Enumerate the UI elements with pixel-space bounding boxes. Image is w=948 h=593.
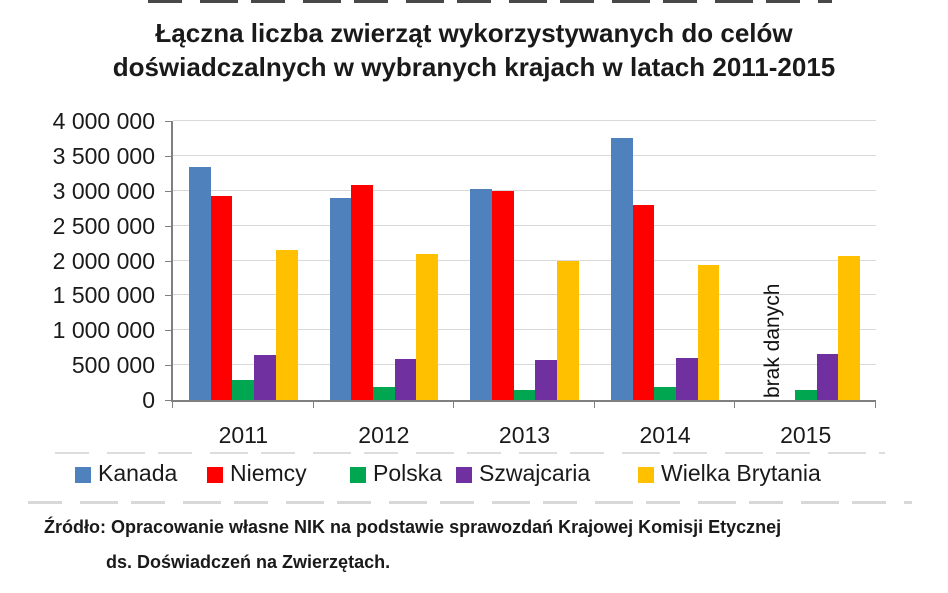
bar-szwajcaria-2011: [254, 354, 276, 400]
y-axis-tick-4000000: [165, 121, 173, 122]
gridline-2000000: [173, 259, 876, 261]
x-axis-tick-2: [453, 402, 455, 408]
bar-polska-2014: [654, 386, 676, 400]
bar-polska-2015: [794, 390, 817, 400]
gridline-3500000: [173, 154, 876, 156]
legend-item-wielka-brytania: Wielka Brytania: [638, 460, 821, 487]
gridline-1000000: [173, 329, 876, 331]
no-data-annotation: brak danych: [751, 248, 795, 398]
legend-label: Szwajcaria: [479, 460, 591, 486]
bar-polska-2012: [373, 387, 395, 400]
x-axis-label-2012: 2012: [358, 422, 410, 448]
y-axis-label-3000000: 3 000 000: [52, 177, 155, 204]
x-axis-label-2011: 2011: [218, 422, 269, 448]
bar-kanada-2011: [189, 167, 211, 400]
bar-kanada-2013: [470, 189, 492, 400]
source-line-1: Źródło: Opracowanie własne NIK na podsta…: [44, 517, 782, 537]
chart-title: Łączna liczba zwierząt wykorzystywanych …: [0, 16, 948, 84]
bar-szwajcaria-2014: [675, 358, 698, 400]
x-axis-tick-5: [875, 402, 876, 408]
y-axis-label-1000000: 1 000 000: [52, 317, 155, 344]
x-axis-label-2014: 2014: [639, 422, 691, 448]
bar-polska-2013: [513, 390, 536, 400]
gridline-3000000: [173, 189, 876, 191]
x-axis-tick-3: [593, 402, 595, 408]
legend-item-niemcy: Niemcy: [207, 460, 307, 487]
y-axis-tick-1000000: [165, 330, 173, 332]
gridline-1500000: [173, 294, 876, 296]
gridline-500000: [173, 364, 876, 366]
bar-wielka-brytania-2012: [416, 253, 439, 400]
legend-item-kanada: Kanada: [75, 460, 177, 487]
gridline-2500000: [173, 224, 876, 226]
chart-title-line-2: doświadczalnych w wybranych krajach w la…: [112, 52, 836, 82]
bar-group-2013: [454, 121, 595, 400]
bar-group-2011: [173, 121, 314, 400]
bar-polska-2011: [232, 380, 255, 400]
y-axis-tick-3000000: [165, 190, 173, 192]
y-axis-tick-0: [165, 400, 173, 401]
bar-niemcy-2012: [351, 185, 374, 400]
x-axis-tick-1: [312, 402, 314, 408]
x-axis-tick-0: [172, 402, 173, 408]
y-axis-tick-2500000: [165, 225, 173, 227]
plot-area: brak danych: [171, 120, 876, 402]
bar-szwajcaria-2012: [394, 358, 417, 400]
bar-wielka-brytania-2014: [697, 265, 720, 400]
y-axis-label-2000000: 2 000 000: [52, 247, 155, 274]
legend-item-polska: Polska: [350, 460, 442, 487]
bar-szwajcaria-2015: [816, 353, 839, 400]
bar-szwajcaria-2013: [535, 360, 558, 400]
bar-niemcy-2014: [632, 204, 655, 400]
legend-swatch-icon: [350, 466, 366, 483]
bar-wielka-brytania-2013: [557, 260, 579, 400]
legend-item-szwajcaria: Szwajcaria: [456, 460, 590, 487]
source-line-2: ds. Doświadczeń na Zwierzętach.: [106, 552, 391, 572]
bar-group-2015: brak danych: [735, 121, 876, 400]
bar-niemcy-2011: [210, 196, 233, 400]
bar-groups: brak danych: [173, 121, 876, 400]
bar-kanada-2012: [329, 197, 352, 400]
chart-title-line-1: Łączna liczba zwierząt wykorzystywanych …: [155, 18, 793, 48]
y-axis-label-2500000: 2 500 000: [52, 212, 155, 239]
y-axis-label-1500000: 1 500 000: [52, 282, 155, 309]
bar-niemcy-2013: [491, 190, 514, 400]
x-axis-tick-4: [734, 402, 736, 408]
y-axis-tick-2000000: [165, 260, 173, 262]
no-data-label: brak danych: [761, 283, 785, 398]
bar-wielka-brytania-2015: [838, 255, 860, 400]
legend-label: Polska: [373, 460, 443, 486]
gridline-4000000: [173, 120, 876, 121]
y-axis-label-500000: 500 000: [71, 352, 155, 379]
legend-label: Wielka Brytania: [661, 460, 821, 486]
cropped-text-artifact-middle: [55, 452, 885, 454]
y-axis-tick-1500000: [165, 295, 173, 297]
bar-group-2012: [314, 121, 455, 400]
legend-swatch-icon: [75, 466, 91, 483]
legend-swatch-icon: [456, 466, 472, 483]
source-note: Źródło: Opracowanie własne NIK na podsta…: [44, 510, 781, 580]
y-axis-label-3500000: 3 500 000: [52, 142, 155, 169]
legend: Kanada Niemcy Polska Szwajcaria Wielka Bryta…: [0, 460, 948, 494]
bar-wielka-brytania-2011: [275, 250, 298, 400]
legend-label: Niemcy: [230, 460, 307, 486]
y-axis-label-4000000: 4 000 000: [52, 108, 155, 134]
legend-swatch-icon: [638, 466, 654, 483]
x-axis-label-2013: 2013: [498, 422, 551, 448]
x-axis-label-2015: 2015: [780, 422, 832, 448]
y-axis-tick-500000: [165, 365, 173, 367]
y-axis-label-0: 0: [142, 387, 155, 413]
bar-group-2014: [595, 121, 736, 400]
cropped-text-artifact-top: [148, 0, 832, 3]
legend-label: Kanada: [98, 460, 178, 486]
bar-kanada-2014: [610, 138, 633, 400]
y-axis-tick-3500000: [165, 155, 173, 157]
cropped-text-artifact-lower: [28, 501, 912, 504]
legend-swatch-icon: [207, 466, 223, 483]
